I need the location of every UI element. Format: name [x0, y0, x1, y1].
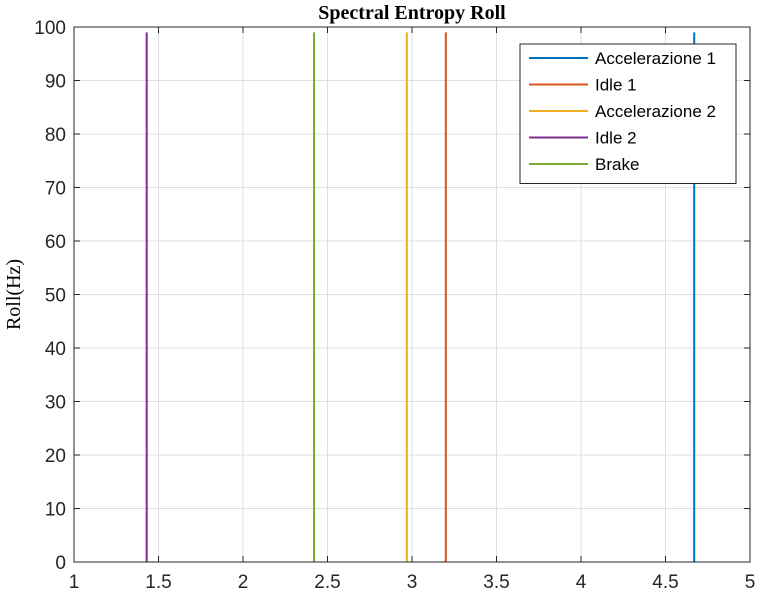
x-tick-label: 4.5	[652, 572, 678, 593]
y-tick-label: 60	[45, 232, 66, 253]
y-tick-label: 10	[45, 500, 66, 521]
legend-label: Idle 1	[595, 76, 637, 95]
y-tick-label: 90	[45, 72, 66, 93]
y-tick-label: 80	[45, 125, 66, 146]
x-tick-label: 1.5	[145, 572, 171, 593]
series-lines	[145, 32, 696, 562]
legend-box	[519, 43, 737, 184]
legend: Accelerazione 1 Idle 1 Accelerazione 2 Idle…	[519, 43, 737, 184]
y-tick-label: 50	[45, 286, 66, 307]
x-tick-label: 3	[407, 572, 418, 593]
y-tick-label: 40	[45, 339, 66, 360]
grid-lines	[73, 26, 751, 563]
legend-label: Idle 2	[595, 129, 637, 148]
y-tick-label: 100	[34, 18, 66, 39]
chart-title: Spectral Entropy Roll	[318, 2, 506, 24]
y-tick-label: 20	[45, 446, 66, 467]
y-tick-label: 0	[55, 553, 66, 574]
x-tick-label: 2	[238, 572, 249, 593]
y-axis-label: Roll(Hz)	[3, 259, 25, 330]
legend-label: Accelerazione 2	[595, 102, 716, 121]
x-tick-label: 2.5	[314, 572, 340, 593]
y-tick-label: 70	[45, 179, 66, 200]
legend-label: Accelerazione 1	[595, 49, 716, 68]
x-tick-label: 3.5	[483, 572, 509, 593]
x-tick-label: 1	[69, 572, 80, 593]
x-tick-label: 4	[576, 572, 587, 593]
y-tick-label: 30	[45, 393, 66, 414]
x-tick-label: 5	[745, 572, 756, 593]
legend-label: Brake	[595, 155, 639, 174]
